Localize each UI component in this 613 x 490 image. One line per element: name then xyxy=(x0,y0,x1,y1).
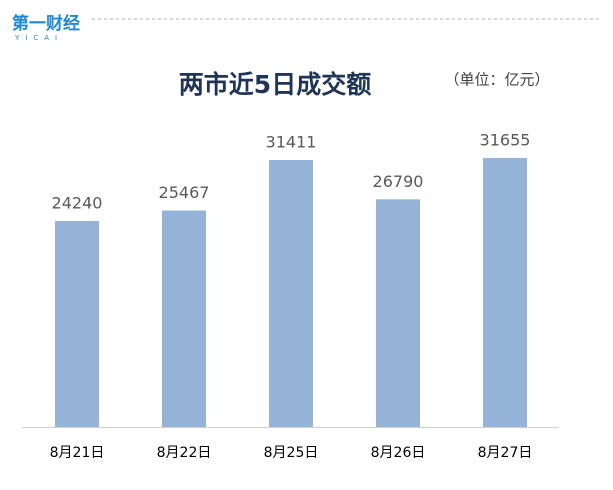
x-tick-label: 8月26日 xyxy=(371,445,426,461)
x-tick-label: 8月22日 xyxy=(157,445,212,461)
logo: 第一财经 xyxy=(12,13,80,34)
x-tick-label: 8月21日 xyxy=(50,445,105,461)
x-tick-label: 8月27日 xyxy=(478,445,533,461)
x-tick-label: 8月25日 xyxy=(264,445,319,461)
chart-title: 两市近5日成交额 xyxy=(179,70,371,99)
value-label: 31655 xyxy=(480,130,531,149)
bar xyxy=(55,220,99,427)
unit-label: （单位：亿元） xyxy=(444,71,549,89)
value-label: 25467 xyxy=(159,183,210,202)
bar xyxy=(376,199,420,427)
bar xyxy=(483,157,527,427)
value-label: 24240 xyxy=(52,193,103,212)
value-label: 31411 xyxy=(266,133,317,152)
value-label: 26790 xyxy=(373,172,424,191)
bar xyxy=(269,160,313,427)
logo-sub: YICAI xyxy=(14,34,63,42)
bar xyxy=(162,210,206,427)
